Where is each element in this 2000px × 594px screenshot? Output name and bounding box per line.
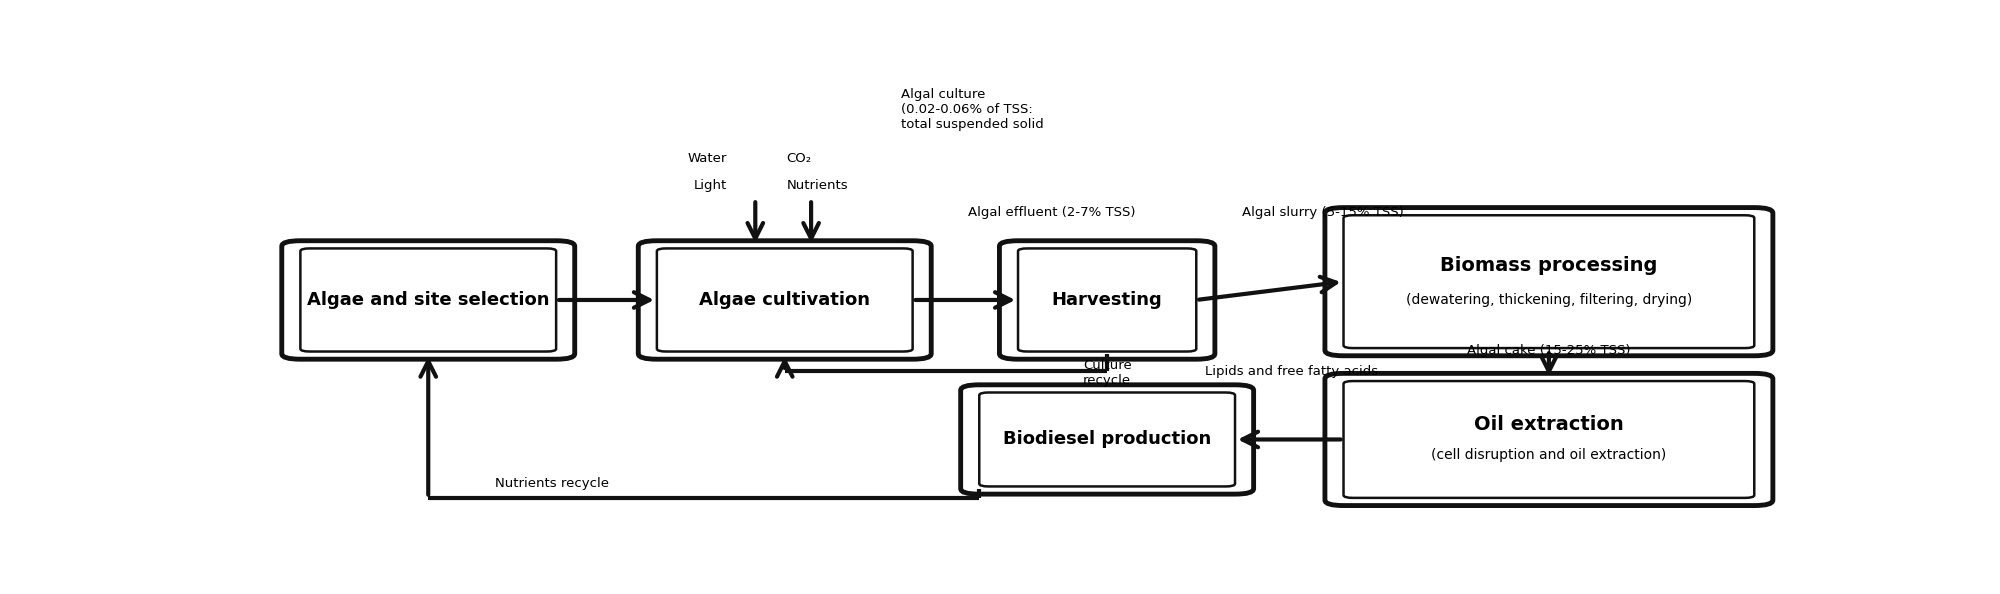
FancyBboxPatch shape: [1324, 374, 1772, 505]
Text: Culture
recycle: Culture recycle: [1082, 359, 1132, 387]
Text: Algal effluent (2-7% TSS): Algal effluent (2-7% TSS): [968, 206, 1136, 219]
Text: Light: Light: [694, 179, 728, 192]
FancyBboxPatch shape: [1000, 241, 1214, 359]
Text: Biodiesel production: Biodiesel production: [1004, 431, 1212, 448]
Text: Harvesting: Harvesting: [1052, 291, 1162, 309]
Text: Algae cultivation: Algae cultivation: [700, 291, 870, 309]
Text: Nutrients: Nutrients: [786, 179, 848, 192]
Text: Lipids and free fatty acids: Lipids and free fatty acids: [1204, 365, 1378, 378]
FancyBboxPatch shape: [1324, 207, 1772, 356]
Text: (cell disruption and oil extraction): (cell disruption and oil extraction): [1432, 448, 1666, 462]
Text: Water: Water: [688, 152, 728, 165]
Text: Algal cake (15-25% TSS): Algal cake (15-25% TSS): [1468, 344, 1630, 357]
FancyBboxPatch shape: [638, 241, 932, 359]
Text: Algal culture
(0.02-0.06% of TSS:
total suspended solid: Algal culture (0.02-0.06% of TSS: total …: [900, 88, 1044, 131]
FancyBboxPatch shape: [282, 241, 574, 359]
Text: Oil extraction: Oil extraction: [1474, 415, 1624, 434]
Text: Nutrients recycle: Nutrients recycle: [494, 477, 608, 490]
Text: CO₂: CO₂: [786, 152, 812, 165]
Text: Algal slurry (5-15% TSS): Algal slurry (5-15% TSS): [1242, 206, 1404, 219]
Text: (dewatering, thickening, filtering, drying): (dewatering, thickening, filtering, dryi…: [1406, 292, 1692, 307]
FancyBboxPatch shape: [960, 385, 1254, 494]
Text: Algae and site selection: Algae and site selection: [308, 291, 550, 309]
Text: Biomass processing: Biomass processing: [1440, 255, 1658, 274]
